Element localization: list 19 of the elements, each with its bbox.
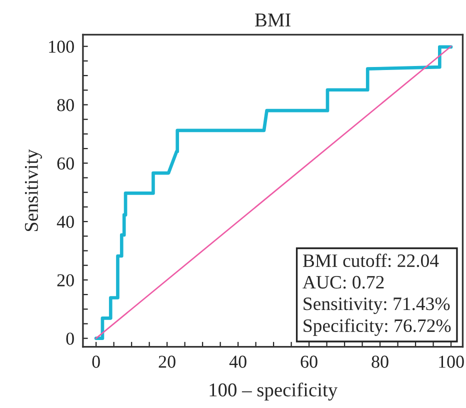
annotation: Sensitivity: 71.43% [304, 297, 450, 314]
y-tick-label: 40 [56, 216, 74, 228]
y-tick-label: 60 [57, 157, 74, 170]
y-tick-label: 80 [57, 99, 74, 112]
x-tick-label: 100 [439, 356, 464, 368]
x-tick-label: 0 [92, 356, 100, 368]
x-tick-label: 20 [158, 356, 176, 368]
annotation: Specificity: 76.72% [304, 318, 451, 336]
annotation: AUC: 0.72 [302, 276, 384, 289]
y-tick-label: 100 [49, 40, 74, 53]
y-axis-title: Sensitivity [24, 149, 42, 232]
x-tick-label: 80 [372, 356, 388, 368]
x-axis-title: 100 – specificity [210, 382, 338, 401]
y-tick-label: 0 [66, 332, 74, 345]
y-tick-label: 20 [57, 274, 74, 286]
annotation: BMI cutoff: 22.04 [302, 254, 439, 268]
x-tick-label: 40 [229, 356, 246, 368]
x-tick-label: 60 [300, 356, 318, 368]
chart-title: BMI [255, 14, 291, 26]
